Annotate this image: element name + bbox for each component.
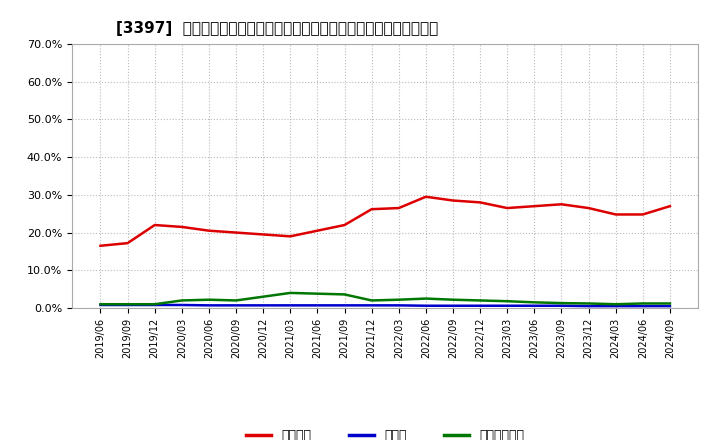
- 繰延税金資産: [449, 297, 457, 302]
- 自己資本: [341, 222, 349, 227]
- 繰延税金資産: [503, 299, 511, 304]
- のれん: [557, 303, 566, 308]
- 繰延税金資産: [178, 298, 186, 303]
- のれん: [611, 304, 620, 309]
- のれん: [639, 304, 647, 309]
- のれん: [150, 302, 159, 308]
- 自己資本: [665, 204, 674, 209]
- 自己資本: [639, 212, 647, 217]
- 繰延税金資産: [150, 301, 159, 307]
- のれん: [341, 303, 349, 308]
- のれん: [395, 303, 403, 308]
- 繰延税金資産: [395, 297, 403, 302]
- Text: [3397]  自己資本、のれん、繰延税金資産の総資産に対する比率の推移: [3397] 自己資本、のれん、繰延税金資産の総資産に対する比率の推移: [116, 21, 438, 36]
- 自己資本: [123, 241, 132, 246]
- 繰延税金資産: [665, 301, 674, 306]
- 繰延税金資産: [639, 301, 647, 306]
- のれん: [313, 303, 322, 308]
- のれん: [259, 303, 268, 308]
- 繰延税金資産: [611, 301, 620, 307]
- 繰延税金資産: [530, 300, 539, 305]
- 自己資本: [395, 205, 403, 211]
- 自己資本: [232, 230, 240, 235]
- のれん: [286, 303, 294, 308]
- のれん: [665, 304, 674, 309]
- 繰延税金資産: [341, 292, 349, 297]
- 繰延税金資産: [123, 301, 132, 307]
- 繰延税金資産: [96, 301, 105, 307]
- 自己資本: [584, 205, 593, 211]
- のれん: [367, 303, 376, 308]
- 自己資本: [150, 222, 159, 227]
- 自己資本: [503, 205, 511, 211]
- 繰延税金資産: [204, 297, 213, 302]
- 繰延税金資産: [259, 294, 268, 299]
- 繰延税金資産: [584, 301, 593, 306]
- 自己資本: [421, 194, 430, 199]
- 自己資本: [313, 228, 322, 233]
- のれん: [96, 302, 105, 308]
- 自己資本: [204, 228, 213, 233]
- のれん: [421, 303, 430, 308]
- 自己資本: [476, 200, 485, 205]
- Line: 自己資本: 自己資本: [101, 197, 670, 246]
- のれん: [476, 303, 485, 308]
- のれん: [449, 303, 457, 308]
- 自己資本: [286, 234, 294, 239]
- 自己資本: [178, 224, 186, 230]
- のれん: [584, 304, 593, 309]
- 繰延税金資産: [313, 291, 322, 296]
- のれん: [123, 302, 132, 308]
- 繰延税金資産: [557, 301, 566, 306]
- 自己資本: [96, 243, 105, 249]
- Line: 繰延税金資産: 繰延税金資産: [101, 293, 670, 304]
- 自己資本: [449, 198, 457, 203]
- のれん: [530, 303, 539, 308]
- 自己資本: [530, 204, 539, 209]
- 繰延税金資産: [232, 298, 240, 303]
- 自己資本: [611, 212, 620, 217]
- 繰延税金資産: [286, 290, 294, 296]
- Line: のれん: のれん: [101, 305, 670, 306]
- 自己資本: [557, 202, 566, 207]
- のれん: [503, 303, 511, 308]
- のれん: [204, 303, 213, 308]
- 繰延税金資産: [367, 298, 376, 303]
- のれん: [232, 303, 240, 308]
- のれん: [178, 302, 186, 308]
- 自己資本: [367, 206, 376, 212]
- 繰延税金資産: [421, 296, 430, 301]
- Legend: 自己資本, のれん, 繰延税金資産: 自己資本, のれん, 繰延税金資産: [241, 424, 529, 440]
- 自己資本: [259, 232, 268, 237]
- 繰延税金資産: [476, 298, 485, 303]
